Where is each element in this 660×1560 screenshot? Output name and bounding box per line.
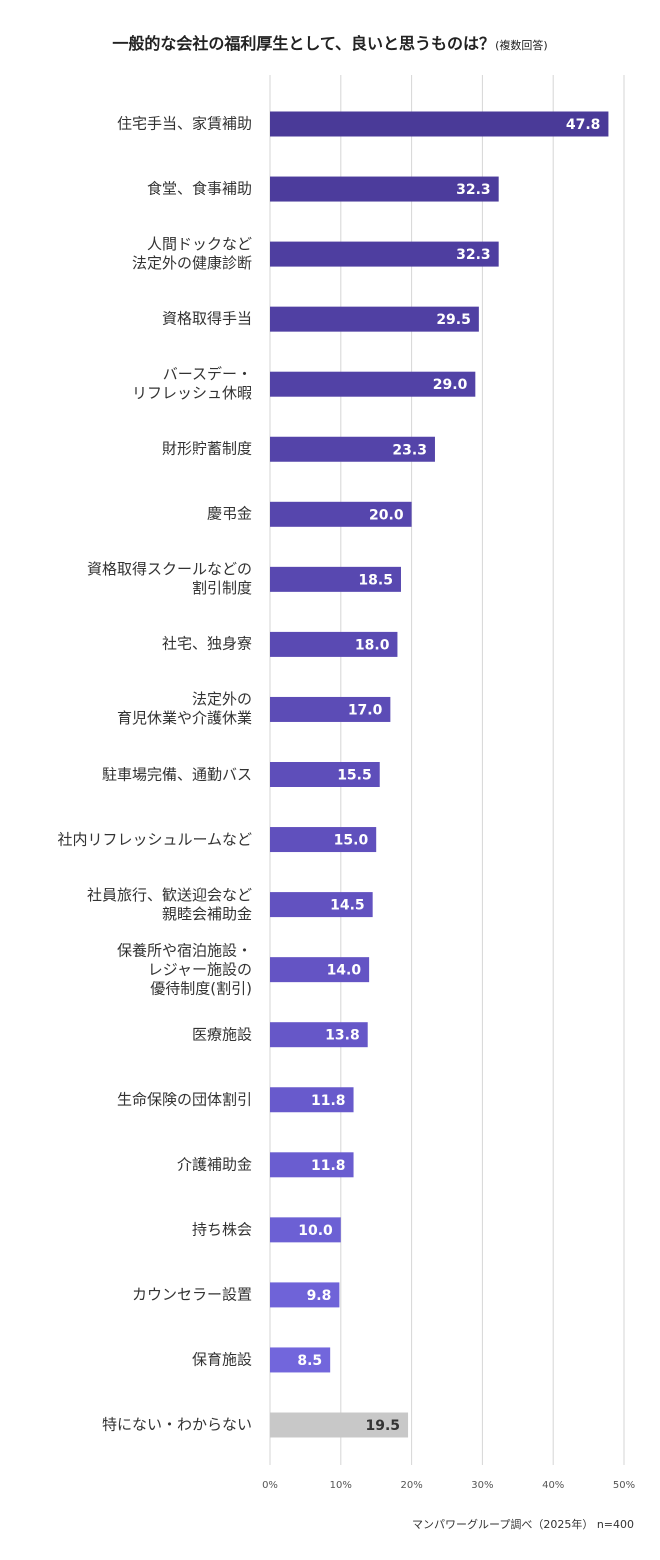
value-label: 9.8 [307, 1288, 332, 1304]
bar [270, 566, 401, 592]
bar [270, 1022, 368, 1048]
bar [270, 501, 412, 527]
y-tick-label: 生命保険の団体割引 [116, 1090, 252, 1109]
y-tick-label: 社員旅行、歓送迎会など 親睦会補助金 [86, 885, 252, 923]
value-label: 29.0 [433, 377, 468, 393]
bar [270, 696, 391, 722]
value-label: 8.5 [297, 1353, 322, 1369]
bar [270, 827, 377, 853]
value-label: 23.3 [392, 442, 427, 458]
bar [270, 1412, 409, 1438]
x-tick-label: 20% [400, 1480, 422, 1491]
value-label: 13.8 [325, 1028, 360, 1044]
value-label: 15.0 [334, 833, 369, 849]
value-label: 29.5 [436, 312, 471, 328]
y-tick-label: 持ち株会 [191, 1220, 252, 1239]
x-tick-label: 10% [330, 1480, 352, 1491]
bar [270, 306, 479, 332]
y-tick-label: 保養所や宿泊施設・ レジャー施設の 優待制度(割引) [116, 941, 252, 998]
bar [270, 1152, 354, 1178]
bar [270, 1087, 354, 1113]
bar [270, 241, 499, 267]
source-note: マンパワーグループ調べ（2025年） n=400 [411, 1518, 634, 1531]
y-tick-label: 保育施設 [191, 1350, 252, 1369]
chart-title: 一般的な会社の福利厚生として、良いと思うものは？ [112, 34, 496, 53]
x-tick-label: 30% [471, 1480, 493, 1491]
y-tick-label: 社内リフレッシュルームなど [57, 830, 252, 849]
y-tick-label: 法定外の 育児休業や介護休業 [116, 690, 252, 728]
value-label: 18.5 [358, 572, 393, 588]
bar [270, 436, 435, 462]
y-tick-label: 社宅、独身寮 [161, 634, 252, 653]
value-label: 14.0 [327, 963, 362, 979]
y-tick-label: 資格取得スクールなどの 割引制度 [86, 560, 252, 598]
y-tick-label: 医療施設 [191, 1025, 252, 1044]
x-tick-label: 50% [613, 1480, 635, 1491]
value-label: 18.0 [355, 637, 390, 653]
bar [270, 957, 370, 983]
bar [270, 111, 609, 137]
bar [270, 762, 380, 787]
bar [270, 1282, 340, 1308]
y-tick-label: 人間ドックなど 法定外の健康診断 [131, 235, 252, 273]
y-tick-label: 駐車場完備、通勤バス [101, 765, 252, 783]
value-label: 32.3 [456, 247, 491, 263]
bar [270, 631, 398, 657]
header: 一般的な会社の福利厚生として、良いと思うものは？(複数回答) [0, 30, 660, 54]
y-tick-label: 慶弔金 [206, 504, 252, 523]
y-tick-label: 財形貯蓄制度 [161, 439, 252, 458]
bar [270, 1217, 341, 1243]
y-tick-label: 住宅手当、家賃補助 [116, 114, 252, 133]
y-tick-label: 介護補助金 [176, 1155, 252, 1174]
bar [270, 892, 373, 918]
y-tick-label: バースデー・ リフレッシュ休暇 [131, 365, 252, 403]
value-label: 14.5 [330, 898, 365, 914]
bar [270, 371, 476, 397]
value-label: 20.0 [369, 507, 404, 523]
value-label: 19.5 [366, 1418, 401, 1434]
value-label: 15.5 [337, 768, 372, 784]
value-label: 32.3 [456, 182, 491, 198]
value-label: 10.0 [298, 1223, 333, 1239]
y-tick-label: 食堂、食事補助 [146, 179, 252, 198]
x-tick-label: 40% [542, 1480, 564, 1491]
y-tick-label: 資格取得手当 [161, 309, 252, 328]
x-tick-label: 0% [262, 1480, 278, 1491]
y-tick-label: 特にない・わからない [101, 1415, 252, 1434]
y-tick-label: カウンセラー設置 [131, 1285, 252, 1304]
value-label: 47.8 [566, 117, 601, 133]
value-label: 11.8 [311, 1158, 346, 1174]
value-label: 11.8 [311, 1093, 346, 1109]
value-label: 17.0 [348, 702, 383, 718]
bar [270, 1347, 331, 1373]
chart-subtitle: (複数回答) [495, 39, 548, 52]
bar [270, 176, 499, 202]
